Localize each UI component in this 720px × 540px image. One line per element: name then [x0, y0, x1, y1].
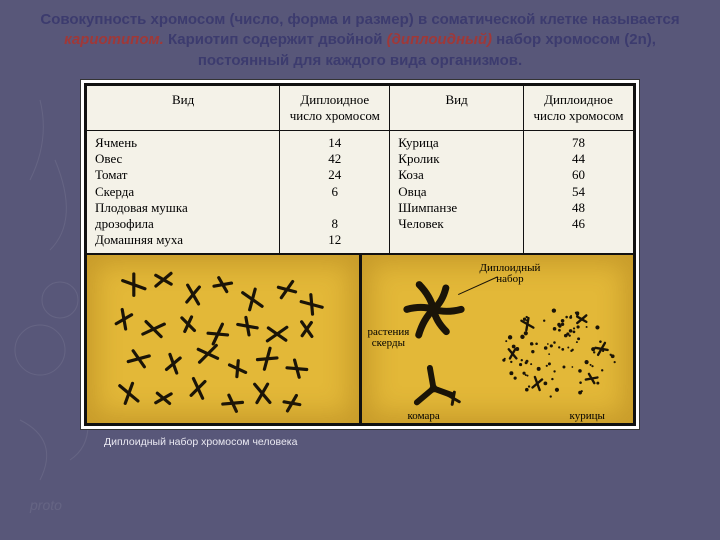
header-em-diploid: (диплоидный) — [387, 31, 492, 48]
cell-left-names: ЯчменьОвесТоматСкердаПлодовая мушкадрозо… — [87, 130, 280, 253]
label-komara: комара — [408, 411, 440, 423]
chromosome-table: Вид Диплоидное число хромосом Вид Диплои… — [86, 85, 634, 254]
th-species-left: Вид — [87, 85, 280, 130]
panel-species-karyotypes: Диплоидный набор растения скерды комара … — [360, 254, 635, 424]
human-chromosome-scatter — [87, 255, 359, 423]
th-count-right: Диплоидное число хромосом — [524, 85, 634, 130]
th-species-right: Вид — [390, 85, 524, 130]
cell-right-names: КурицаКроликКозаОвцаШимпанзеЧеловек — [390, 130, 524, 253]
figure-caption: Диплоидный набор хромосом человека — [0, 430, 720, 448]
header-em-karyotype: кариотипом. — [64, 31, 164, 48]
svg-text:proto: proto — [29, 497, 62, 513]
header-pre: Совокупность хромосом (число, форма и ра… — [40, 11, 679, 28]
label-diploid-set: Диплоидный набор — [480, 263, 541, 286]
cell-right-nums: 784460544846 — [524, 130, 634, 253]
figure-container: Вид Диплоидное число хромосом Вид Диплои… — [80, 79, 640, 430]
panel-human-karyotype — [86, 254, 360, 424]
cell-left-nums: 1442246 812 — [280, 130, 390, 253]
header-paragraph: Совокупность хромосом (число, форма и ра… — [0, 0, 720, 79]
th-count-left: Диплоидное число хромосом — [280, 85, 390, 130]
label-skerdy: растения скерды — [368, 327, 410, 350]
label-kuritsy: курицы — [570, 411, 605, 423]
header-mid: Кариотип содержит двойной — [164, 31, 387, 48]
